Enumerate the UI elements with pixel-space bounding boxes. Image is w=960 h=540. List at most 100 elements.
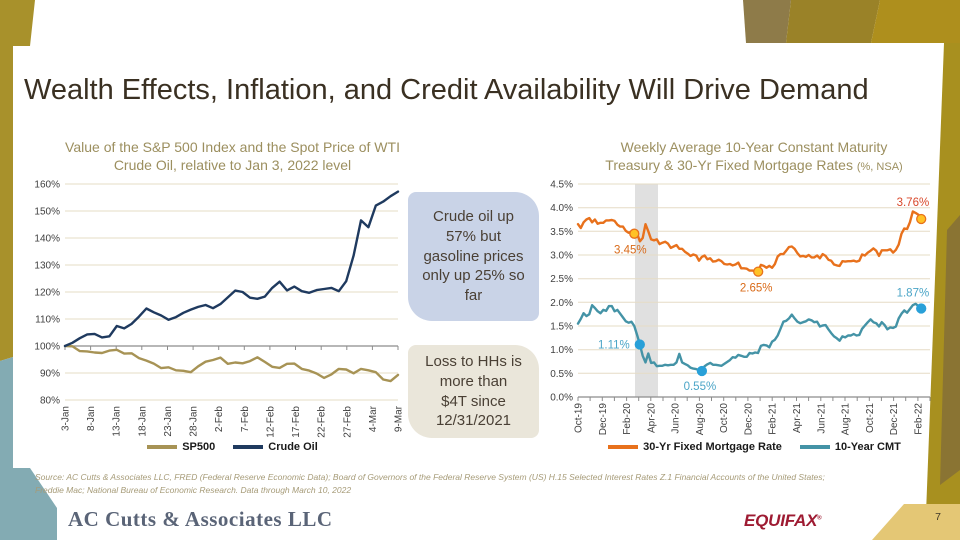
x-tick-label: 8-Jan [86, 406, 97, 431]
y-tick-label: 3.0% [550, 251, 573, 262]
right-chart-title-note: (%, NSA) [856, 161, 903, 174]
data-label: 0.55% [684, 381, 717, 393]
x-tick-label: Feb-21 [768, 403, 779, 435]
x-tick-label: 17-Feb [291, 406, 302, 438]
y-tick-label: 1.5% [550, 322, 573, 333]
x-tick-label: 3-Jan [61, 406, 72, 431]
slide-title: Wealth Effects, Inflation, and Credit Av… [24, 74, 869, 106]
legend-swatch [233, 445, 264, 449]
x-tick-label: Aug-21 [841, 403, 852, 436]
y-tick-label: 140% [34, 234, 60, 245]
right-chart: 0.0% 0.5% 1.0% 1.5% 2.0% 2.5% 3.0% 3.5% 4.0% 4.5%… [550, 180, 931, 436]
x-tick-label: Oct-20 [719, 403, 730, 433]
y-tick-label: 0.5% [550, 369, 573, 380]
series-line [63, 190, 400, 348]
legend-item: 10-Year CMT [799, 441, 901, 453]
callout-crude-oil: Crude oil up 57% but gasoline prices onl… [408, 192, 539, 321]
left-chart-legend: SP500 Crude Oil [60, 441, 405, 453]
y-tick-label: 130% [34, 261, 60, 272]
recession-band [635, 184, 658, 397]
data-marker [696, 365, 708, 377]
data-marker [629, 228, 640, 239]
y-tick-label: 4.0% [550, 203, 573, 214]
x-tick-label: Aug-20 [695, 403, 706, 436]
y-tick-label: 100% [34, 342, 60, 353]
x-tick-label: Feb-22 [913, 403, 924, 435]
x-tick-label: Dec-20 [743, 403, 754, 436]
frame-top-right-gold-dark [786, 0, 880, 43]
registered-mark: ® [817, 515, 822, 522]
x-tick-label: 28-Jan [189, 406, 200, 437]
page-number: 7 [935, 511, 941, 523]
legend-swatch [799, 445, 830, 449]
legend-label: 10-Year CMT [834, 441, 901, 453]
x-tick-label: 13-Jan [112, 406, 123, 437]
x-tick-label: Jun-21 [816, 403, 827, 434]
source-note: Source: AC Cutts & Associates LLC, FRED … [35, 472, 825, 495]
frame-top-right-olive [743, 0, 791, 43]
x-tick-label: Oct-19 [574, 403, 585, 433]
y-tick-label: 0.0% [550, 393, 573, 404]
series-line [576, 302, 923, 373]
right-chart-legend: 30-Yr Fixed Mortgage Rate 10-Year CMT [572, 441, 937, 453]
y-tick-label: 4.5% [550, 180, 573, 191]
legend-item: Crude Oil [233, 441, 318, 453]
x-tick-label: Oct-21 [865, 403, 876, 433]
data-label: 1.87% [897, 288, 930, 300]
y-tick-label: 150% [34, 207, 60, 218]
y-tick-label: 2.0% [550, 298, 573, 309]
y-tick-label: 160% [34, 180, 60, 191]
ac-cutts-logo: AC Cutts & Associates LLC [68, 507, 333, 531]
x-tick-label: 4-Mar [368, 405, 379, 432]
legend-swatch [608, 445, 639, 449]
legend-item: SP500 [147, 441, 215, 453]
legend-item: 30-Yr Fixed Mortgage Rate [608, 441, 782, 453]
frame-left-teal-shape [0, 357, 57, 540]
x-tick-label: 12-Feb [265, 406, 276, 438]
legend-label: 30-Yr Fixed Mortgage Rate [643, 441, 782, 453]
data-marker [634, 339, 645, 350]
x-tick-label: 27-Feb [342, 406, 353, 438]
right-chart-title-text: Weekly Average 10-Year Constant Maturity… [605, 139, 888, 174]
data-marker [916, 303, 927, 314]
y-tick-label: 90% [40, 369, 60, 380]
series-line [576, 210, 923, 273]
data-label: 1.11% [598, 340, 630, 352]
legend-label: Crude Oil [268, 441, 318, 453]
x-tick-label: Dec-21 [889, 403, 900, 436]
frame-right-gold-strip [925, 43, 960, 540]
equifax-logo: EQUIFAX® [744, 511, 822, 531]
legend-swatch [147, 445, 178, 449]
x-tick-label: Feb-20 [622, 403, 633, 435]
callout-hh-loss: Loss to HHs is more than $4T since 12/31… [408, 345, 539, 438]
x-tick-label: 23-Jan [163, 406, 174, 437]
data-label: 3.45% [614, 245, 647, 257]
data-marker [916, 213, 927, 225]
x-tick-label: 9-Mar [394, 405, 405, 432]
x-tick-label: 7-Feb [240, 406, 251, 433]
frame-top-right-gold-bright [871, 0, 960, 43]
legend-label: SP500 [182, 441, 216, 453]
series-line [63, 344, 400, 383]
x-tick-label: Jun-20 [671, 403, 682, 434]
left-chart: 80% 90% 100% 110% 120% 130% 140% 150% 160% 3-Jan 8… [34, 180, 404, 438]
x-tick-label: Apr-20 [646, 403, 657, 433]
data-label: 2.65% [740, 283, 773, 295]
y-tick-label: 3.5% [550, 227, 573, 238]
right-chart-title: Weekly Average 10-Year Constant Maturity… [560, 138, 948, 174]
frame-left-gold-stripe [0, 0, 35, 361]
y-tick-label: 2.5% [550, 274, 573, 285]
equifax-wordmark: EQUIFAX [744, 511, 818, 530]
frame-right-olive-accent [940, 215, 960, 485]
data-label: 3.76% [897, 197, 930, 209]
data-marker [753, 266, 764, 277]
y-tick-label: 80% [40, 396, 60, 407]
y-tick-label: 120% [34, 288, 60, 299]
left-chart-title: Value of the S&P 500 Index and the Spot … [65, 139, 400, 174]
y-tick-label: 1.0% [550, 345, 573, 356]
x-tick-label: 22-Feb [317, 406, 328, 438]
x-tick-label: 18-Jan [137, 406, 148, 437]
x-tick-label: 2-Feb [214, 406, 225, 433]
x-tick-label: Dec-19 [598, 403, 609, 436]
